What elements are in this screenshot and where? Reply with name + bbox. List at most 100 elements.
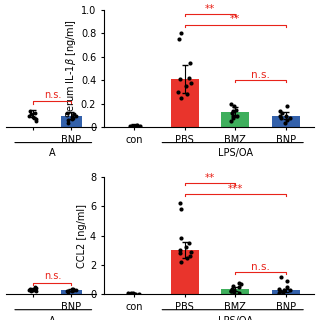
Point	[65, 288, 70, 293]
Point	[287, 287, 292, 292]
Point	[277, 286, 282, 291]
Point	[178, 95, 183, 100]
Point	[33, 116, 38, 122]
Point	[65, 118, 70, 123]
Point	[287, 115, 292, 120]
Point	[183, 245, 188, 250]
Point	[284, 284, 290, 290]
Point	[31, 114, 36, 119]
Point	[228, 119, 234, 124]
Point	[237, 290, 242, 295]
Point	[232, 287, 237, 292]
Point	[177, 248, 182, 253]
Point	[187, 60, 192, 65]
Point	[238, 282, 244, 287]
Point	[233, 107, 238, 112]
Point	[230, 113, 235, 118]
Point	[71, 115, 76, 120]
Point	[188, 80, 193, 85]
Point	[72, 288, 77, 293]
Bar	[23, 113, 44, 127]
Point	[177, 251, 182, 256]
Bar	[221, 289, 249, 294]
Point	[277, 113, 283, 118]
Point	[127, 123, 132, 128]
Point	[133, 124, 138, 129]
Point	[70, 116, 75, 122]
Point	[178, 206, 183, 212]
Text: **: **	[205, 173, 215, 183]
Point	[129, 291, 134, 296]
Point	[72, 112, 77, 117]
Point	[185, 92, 190, 97]
Point	[66, 290, 71, 295]
Text: n.s.: n.s.	[251, 70, 270, 80]
Point	[231, 290, 236, 295]
Text: LPS/OA: LPS/OA	[218, 148, 253, 158]
Point	[230, 283, 236, 288]
Point	[187, 240, 192, 245]
Point	[64, 111, 69, 116]
Point	[69, 286, 74, 291]
Point	[228, 289, 234, 294]
Point	[64, 289, 69, 294]
Point	[28, 289, 33, 294]
Point	[26, 287, 31, 292]
Point	[277, 289, 282, 294]
Point	[234, 113, 239, 118]
Point	[237, 280, 242, 285]
Point	[69, 114, 74, 119]
Point	[28, 112, 33, 117]
Point	[132, 291, 137, 296]
Point	[279, 115, 284, 120]
Point	[130, 124, 135, 129]
Point	[125, 291, 130, 296]
Point	[136, 291, 141, 296]
Bar	[61, 290, 82, 294]
Point	[228, 101, 233, 106]
Point	[178, 76, 183, 82]
Point	[33, 111, 38, 116]
Point	[32, 115, 37, 120]
Point	[188, 249, 194, 254]
Point	[284, 118, 290, 123]
Point	[228, 289, 234, 294]
Text: **: **	[230, 14, 240, 24]
Point	[277, 108, 282, 113]
Text: LPS/OA: LPS/OA	[218, 316, 253, 320]
Point	[230, 115, 235, 120]
Point	[231, 108, 236, 113]
Point	[66, 120, 71, 125]
Text: A: A	[49, 316, 56, 320]
Point	[33, 284, 38, 290]
Point	[73, 287, 78, 292]
Point	[71, 287, 76, 292]
Point	[187, 253, 192, 259]
Text: n.s.: n.s.	[44, 271, 61, 282]
Point	[26, 113, 31, 118]
Point	[33, 119, 38, 124]
Bar	[61, 116, 82, 127]
Point	[70, 289, 75, 294]
Point	[138, 124, 143, 129]
Text: n.s.: n.s.	[44, 90, 61, 100]
Point	[278, 274, 283, 279]
Point	[176, 36, 181, 42]
Point	[178, 260, 183, 265]
Point	[230, 111, 235, 116]
Bar	[272, 116, 300, 127]
Point	[280, 290, 285, 295]
Point	[284, 113, 289, 118]
Text: A: A	[49, 148, 56, 158]
Text: **: **	[205, 4, 215, 14]
Point	[135, 122, 140, 127]
Point	[184, 255, 189, 260]
Point	[31, 287, 36, 292]
Bar	[171, 79, 199, 127]
Point	[279, 111, 284, 116]
Bar	[272, 290, 300, 294]
Point	[179, 236, 184, 241]
Bar	[171, 250, 199, 294]
Point	[32, 286, 37, 291]
Point	[284, 279, 290, 284]
